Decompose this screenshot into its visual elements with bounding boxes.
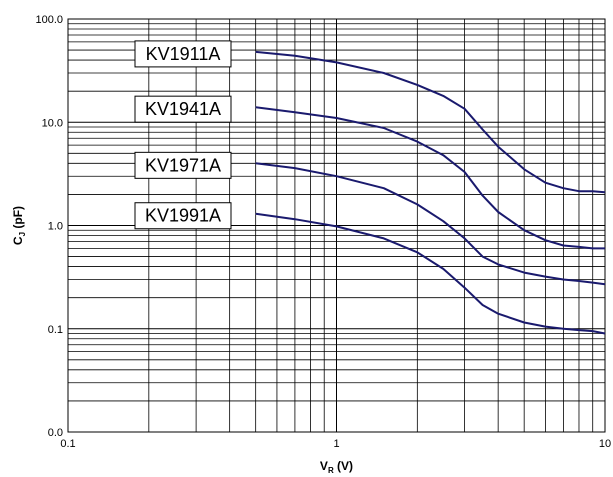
y-tick-label: 0.1 xyxy=(48,324,63,336)
series-label-box xyxy=(134,95,232,123)
y-axis-title-sub: J xyxy=(18,232,27,236)
series-line xyxy=(255,50,606,194)
series-label-box xyxy=(134,151,232,179)
series-label-text: KV1971A xyxy=(145,155,221,175)
y-axis-title-main: C xyxy=(11,236,25,245)
series-label-box xyxy=(134,202,232,230)
series-labels: KV1911A KV1941A KV1971A KV1991A xyxy=(134,40,232,230)
x-axis-ticks: 0.1 1 10 xyxy=(60,438,611,450)
series-label: KV1991A xyxy=(134,202,232,230)
series-label: KV1971A xyxy=(134,151,232,179)
series-line xyxy=(255,106,605,250)
series-line xyxy=(255,212,606,335)
series-label-text: KV1911A xyxy=(146,44,221,64)
series-lines xyxy=(255,50,606,335)
plot-frame xyxy=(67,18,606,433)
x-axis-title: VR (V) xyxy=(320,459,353,475)
y-tick-label: 0.0 xyxy=(48,427,63,439)
series-label-box xyxy=(134,40,232,68)
x-axis-title-sub: R xyxy=(328,466,334,475)
y-tick-label: 100.0 xyxy=(35,14,63,26)
series-label-text: KV1991A xyxy=(145,206,221,226)
y-axis-title-unit: (pF) xyxy=(11,206,25,232)
x-tick-label: 1 xyxy=(333,438,339,450)
y-tick-label: 1.0 xyxy=(48,221,63,233)
series-label: KV1911A xyxy=(134,40,232,68)
y-tick-label: 10.0 xyxy=(42,117,63,129)
y-axis-ticks: 0.0 0.1 1.0 10.0 100.0 xyxy=(35,14,63,439)
x-axis-title-unit: (V) xyxy=(334,459,353,473)
series-label-text: KV1941A xyxy=(145,99,221,119)
grid xyxy=(67,19,605,433)
x-tick-label: 10 xyxy=(599,438,611,450)
y-axis-title: CJ (pF) xyxy=(11,206,27,245)
x-axis-title-main: V xyxy=(320,459,328,473)
series-label: KV1941A xyxy=(134,95,232,123)
series-line xyxy=(255,162,606,286)
x-tick-label: 0.1 xyxy=(60,438,75,450)
